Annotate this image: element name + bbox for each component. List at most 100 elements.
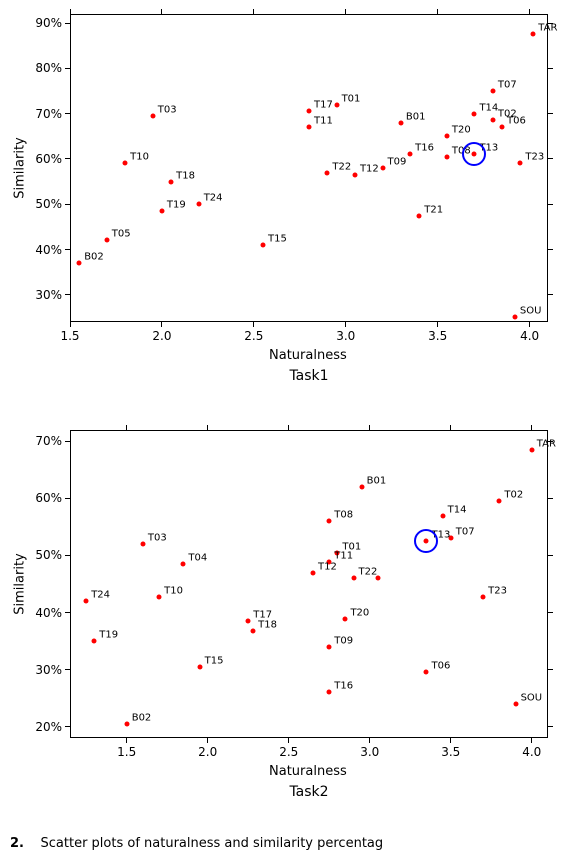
scatter-point-label: T19 — [99, 630, 118, 641]
scatter-point-label: T12 — [318, 561, 337, 572]
x-tick — [369, 738, 370, 743]
scatter-point-label: T18 — [176, 170, 195, 181]
y-tick-label: 40% — [28, 243, 62, 257]
scatter-point — [417, 213, 422, 218]
scatter-point — [307, 125, 312, 130]
x-tick — [126, 425, 127, 430]
y-tick — [548, 555, 553, 556]
x-tick — [531, 738, 532, 743]
y-tick-label: 70% — [28, 107, 62, 121]
x-tick — [253, 322, 254, 327]
y-tick — [65, 726, 70, 727]
scatter-point — [92, 639, 97, 644]
x-tick-label: 1.5 — [60, 329, 79, 343]
x-tick-label: 3.0 — [336, 329, 355, 343]
scatter-point — [440, 513, 445, 518]
scatter-point-label: SOU — [520, 306, 542, 317]
scatter-point-label: T23 — [488, 585, 507, 596]
scatter-point-label: T12 — [360, 163, 379, 174]
scatter-point-label: T14 — [448, 504, 467, 515]
scatter-point — [150, 113, 155, 118]
x-tick-label: 4.0 — [522, 745, 541, 759]
y-tick — [65, 249, 70, 250]
y-tick-label: 70% — [28, 434, 62, 448]
task1-plot-area — [70, 14, 548, 322]
scatter-point — [518, 161, 523, 166]
scatter-point — [104, 238, 109, 243]
y-tick — [65, 158, 70, 159]
task2-xlabel: Naturalness — [269, 764, 347, 779]
scatter-point — [181, 562, 186, 567]
scatter-point-label: T15 — [268, 234, 287, 245]
scatter-point-label: T10 — [164, 585, 183, 596]
x-tick — [531, 425, 532, 430]
scatter-point-label: T22 — [359, 567, 378, 578]
y-tick-label: 40% — [28, 606, 62, 620]
scatter-point — [472, 111, 477, 116]
scatter-point-label: T05 — [112, 229, 131, 240]
x-tick — [437, 322, 438, 327]
scatter-point-label: T08 — [334, 510, 353, 521]
scatter-point-label: T18 — [258, 619, 277, 630]
scatter-point — [251, 628, 256, 633]
scatter-point-label: T21 — [424, 204, 443, 215]
task1-title: Task1 — [289, 368, 328, 384]
scatter-point-label: T16 — [334, 681, 353, 692]
highlight-circle — [462, 142, 486, 166]
scatter-point — [490, 89, 495, 94]
x-tick-label: 3.5 — [428, 329, 447, 343]
y-tick — [65, 441, 70, 442]
y-tick — [548, 726, 553, 727]
scatter-point-label: B01 — [367, 476, 387, 487]
y-tick-label: 80% — [28, 61, 62, 75]
scatter-point-label: T19 — [167, 200, 186, 211]
y-tick — [548, 204, 553, 205]
y-tick — [65, 555, 70, 556]
x-tick-label: 2.5 — [279, 745, 298, 759]
y-tick — [548, 68, 553, 69]
scatter-point — [352, 172, 357, 177]
scatter-point — [444, 134, 449, 139]
x-tick — [345, 322, 346, 327]
scatter-point-label: T24 — [204, 193, 223, 204]
scatter-point-label: T07 — [456, 527, 475, 538]
scatter-point — [343, 617, 348, 622]
scatter-point — [311, 570, 316, 575]
scatter-point — [380, 166, 385, 171]
scatter-point — [246, 619, 251, 624]
x-tick-label: 4.0 — [520, 329, 539, 343]
scatter-point — [327, 519, 332, 524]
x-tick — [437, 9, 438, 14]
scatter-point — [490, 118, 495, 123]
scatter-point-label: B01 — [406, 111, 426, 122]
scatter-point — [327, 644, 332, 649]
y-tick-label: 30% — [28, 663, 62, 677]
scatter-point-label: TAR — [537, 438, 556, 449]
y-tick-label: 50% — [28, 548, 62, 562]
task2-plot-area — [70, 430, 548, 738]
task2-ylabel: Similarity — [13, 553, 28, 614]
scatter-point — [351, 576, 356, 581]
task2-title: Task2 — [289, 784, 328, 800]
x-tick — [207, 738, 208, 743]
x-tick-label: 2.0 — [152, 329, 171, 343]
y-tick — [65, 669, 70, 670]
y-tick — [548, 249, 553, 250]
x-tick — [450, 738, 451, 743]
x-tick — [450, 425, 451, 430]
y-tick — [65, 23, 70, 24]
scatter-point-label: T17 — [314, 100, 333, 111]
task1-ylabel: Similarity — [13, 137, 28, 198]
scatter-point-label: T11 — [334, 551, 353, 562]
scatter-point — [307, 109, 312, 114]
scatter-point — [77, 261, 82, 266]
y-tick-label: 90% — [28, 16, 62, 30]
scatter-point — [197, 664, 202, 669]
highlight-circle — [414, 529, 438, 553]
y-tick — [548, 498, 553, 499]
y-tick-label: 20% — [28, 720, 62, 734]
scatter-point — [123, 161, 128, 166]
y-tick-label: 60% — [28, 152, 62, 166]
scatter-point — [159, 209, 164, 214]
scatter-point-label: T20 — [452, 125, 471, 136]
